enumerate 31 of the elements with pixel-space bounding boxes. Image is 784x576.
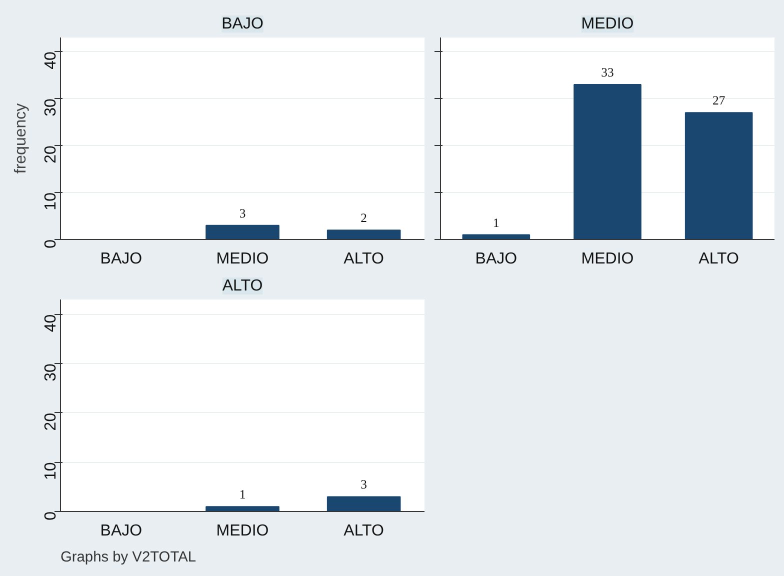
x-tick-label: MEDIO xyxy=(581,250,634,268)
x-tick-label: MEDIO xyxy=(216,522,269,540)
x-tick-label: BAJO xyxy=(475,250,518,268)
data-label: 2 xyxy=(360,211,367,226)
x-tick-label: BAJO xyxy=(100,522,142,540)
x-tick-label: BAJO xyxy=(100,250,142,268)
text: Graphs by V2TOTAL xyxy=(60,550,196,566)
data-label: 1 xyxy=(239,488,246,502)
y-tick-label: 30 xyxy=(42,98,60,116)
chart-title: MEDIO xyxy=(581,16,634,32)
data-label: 33 xyxy=(601,65,614,80)
x-tick-label: ALTO xyxy=(344,522,384,540)
data-label: 3 xyxy=(239,206,246,220)
y-tick-label: 30 xyxy=(42,363,60,382)
y-tick-label: 20 xyxy=(42,412,60,431)
data-label: 27 xyxy=(712,94,726,108)
y-tick-label: 0 xyxy=(42,511,60,520)
y-tick-label: 10 xyxy=(42,192,60,210)
x-tick-label: MEDIO xyxy=(216,250,269,268)
chart-title: BAJO xyxy=(222,16,264,32)
y-tick-label: 40 xyxy=(42,51,60,70)
y-tick-label: 20 xyxy=(42,145,60,164)
y-tick-label: 40 xyxy=(42,314,60,332)
y-axis-title: frequency xyxy=(12,103,30,174)
y-tick-label: 10 xyxy=(42,462,60,480)
x-tick-label: ALTO xyxy=(344,250,384,268)
chart-title: ALTO xyxy=(222,278,263,294)
data-label: 1 xyxy=(493,216,500,230)
x-tick-label: ALTO xyxy=(698,250,739,268)
y-tick-label: 0 xyxy=(42,239,60,248)
data-label: 3 xyxy=(360,478,367,492)
